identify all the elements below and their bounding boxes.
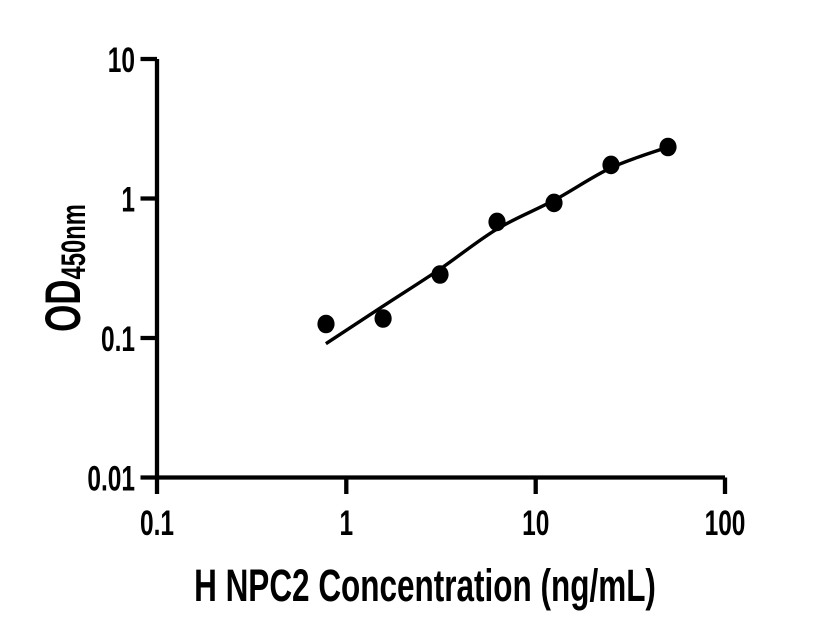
data-points-group <box>317 137 677 334</box>
data-point-6 <box>602 155 620 175</box>
x-axis-title: H NPC2 Concentration (ng/mL) <box>194 562 656 612</box>
y-tick-label-10: 10 <box>108 42 135 80</box>
data-point-3 <box>431 265 449 284</box>
data-point-5 <box>545 193 563 213</box>
y-tick-label-1: 1 <box>121 181 135 219</box>
data-point-2 <box>374 309 392 328</box>
data-point-4 <box>488 212 506 232</box>
y-axis-title-subscript: 450nm <box>55 204 93 279</box>
x-tick-label-1: 1 <box>339 505 353 543</box>
x-tick-label-0.1: 0.1 <box>140 505 174 543</box>
x-tick-label-10: 10 <box>522 505 549 543</box>
axis-ticks-group <box>140 56 728 494</box>
y-axis-title: OD450nm <box>36 204 93 332</box>
y-axis-title-main: OD <box>36 279 92 331</box>
y-tick-label-0.1: 0.1 <box>101 321 135 359</box>
data-point-1 <box>317 314 335 334</box>
x-tick-label-100: 100 <box>705 505 746 543</box>
data-point-7 <box>659 137 677 157</box>
y-tick-label-0.01: 0.01 <box>87 460 135 498</box>
